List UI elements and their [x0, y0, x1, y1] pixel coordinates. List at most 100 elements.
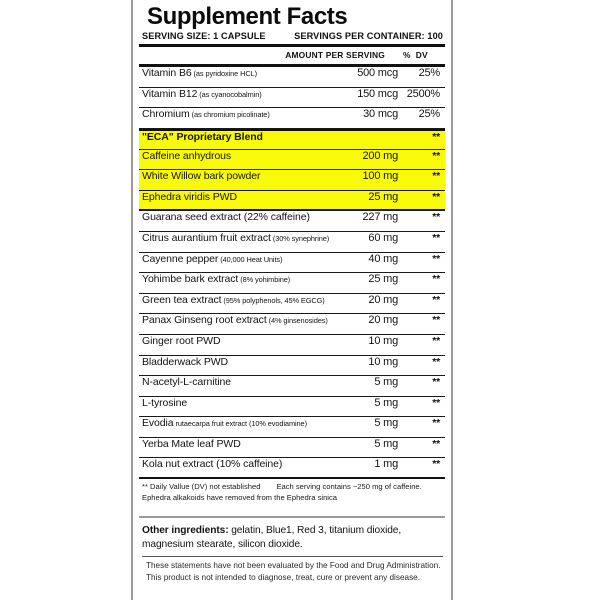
ingredient-name: Ephedra viridis PWD [142, 191, 334, 203]
footnote-line-2: Ephedra alkakoids have removed from the … [142, 492, 338, 502]
amount-per-serving-label: AMOUNT PER SERVING [285, 50, 385, 61]
footnote-line-1: ** Daily Vallue (DV) not established Each… [142, 482, 443, 493]
ingredient-daily-value: 25% [418, 108, 441, 121]
ingredient-amount: 1 mg [374, 458, 398, 471]
ingredient-daily-value: ** [432, 130, 440, 143]
ingredient-name-main: L-tyrosine [142, 396, 188, 409]
ingredient-name: Green tea extract (95% polyphenols, 45% … [142, 294, 334, 306]
ingredient-amount: 5 mg [374, 396, 398, 409]
table-row: N-acetyl-L-carnitine 5 mg ** [139, 376, 445, 397]
table-row: Yerba Mate leaf PWD 5 mg ** [139, 438, 445, 459]
ingredient-name: Vitamin B12 (as cyanocobalmin) [142, 88, 334, 100]
table-row: Chromium (as chromium picolinate) 30 mcg 2… [139, 108, 445, 129]
ingredient-name: White Willow bark powder [142, 170, 334, 182]
panel-spacer [139, 504, 445, 516]
ingredient-amount: 5 mg [374, 417, 398, 430]
ingredient-daily-value: 25% [418, 67, 441, 80]
table-row: Ephedra viridis PWD 25 mg ** [139, 190, 445, 212]
footnote-dv-note: ** Daily Vallue (DV) not established [142, 482, 261, 492]
ingredient-name: "ECA" Proprietary Blend [142, 131, 334, 143]
dv-percent-symbol: % [403, 50, 411, 61]
table-row: White Willow bark powder 100 mg ** [139, 170, 445, 191]
ingredient-name-main: Caffeine anhydrous [142, 149, 232, 162]
ingredient-name-main: Chromium [142, 108, 190, 121]
ingredient-amount: 150 mcg [357, 87, 398, 100]
servings-per-container-text: SERVINGS PER CONTAINER: 100 [294, 31, 443, 42]
table-row: Guarana seed extract (22% caffeine) 227 m… [139, 211, 445, 232]
ingredient-name-main: Green tea extract [142, 293, 222, 306]
ingredient-amount: 200 mg [362, 149, 399, 162]
ingredient-name-main: Cayenne pepper [142, 252, 219, 265]
ingredient-name-detail: (95% polyphenols, 45% EGCG) [221, 295, 325, 305]
ingredient-daily-value: ** [432, 252, 440, 265]
other-ingredients-list: gelatin, Blue1, Red 3, titanium dioxide,… [142, 524, 402, 551]
table-row: Citrus aurantium fruit extract (30% syne… [139, 232, 445, 253]
ingredient-name-main: "ECA" Proprietary Blend [142, 130, 263, 143]
ingredient-daily-value: ** [432, 417, 440, 430]
ingredient-name-detail: (as chromium picolinate) [189, 110, 270, 120]
dv-header: % DV [403, 50, 443, 60]
table-row: Yohimbe bark extract (8% yohimbine) 25 mg… [139, 273, 445, 294]
ingredient-amount: 20 mg [368, 293, 398, 306]
ingredient-name: Kola nut extract (10% caffeine) [142, 458, 334, 470]
ingredient-name-main: Panax Ginseng root extract [142, 314, 267, 327]
ingredient-amount: 60 mg [368, 231, 398, 244]
ingredient-amount: 100 mg [362, 170, 399, 183]
ingredient-name-detail: (8% yohimbine) [238, 275, 291, 285]
ingredient-daily-value: ** [432, 190, 440, 203]
amount-per-serving-header: AMOUNT PER SERVING % DV [139, 47, 445, 63]
ingredient-name: L-tyrosine [142, 397, 334, 409]
ingredient-name-main: Citrus aurantium fruit extract [142, 231, 271, 244]
ingredient-name-detail: rutaecarpa fruit extract (10% evodiamine… [173, 419, 307, 429]
ingredient-daily-value: ** [432, 149, 440, 162]
footnote-block: ** Daily Vallue (DV) not established Each… [139, 479, 445, 504]
ingredient-daily-value: ** [432, 231, 440, 244]
table-row: Panax Ginseng root extract (4% ginsenosi… [139, 314, 445, 335]
ingredient-daily-value: ** [432, 458, 440, 471]
table-row: Bladderwack PWD 10 mg ** [139, 356, 445, 377]
ingredient-name-main: Guarana seed extract (22% caffeine) [142, 211, 310, 224]
left-background-gutter [0, 0, 131, 600]
ingredient-daily-value: ** [432, 170, 440, 183]
table-row: Ginger root PWD 10 mg ** [139, 335, 445, 356]
ingredient-amount: 25 mg [368, 190, 398, 203]
ingredient-amount: 5 mg [374, 376, 398, 389]
panel-title: Supplement Facts [147, 3, 348, 30]
ingredient-name: Citrus aurantium fruit extract (30% syne… [142, 232, 334, 244]
ingredient-daily-value: ** [432, 314, 440, 327]
ingredient-amount: 10 mg [368, 355, 398, 368]
ingredient-rows: Vitamin B6 (as pyridoxine HCL) 500 mcg 25%… [139, 67, 445, 480]
ingredient-daily-value: 2500% [406, 87, 440, 100]
ingredient-name: Guarana seed extract (22% caffeine) [142, 211, 334, 223]
table-row: L-tyrosine 5 mg ** [139, 397, 445, 418]
ingredient-name-main: Ginger root PWD [142, 334, 221, 347]
ingredient-daily-value: ** [432, 334, 440, 347]
ingredient-name-detail: (as pyridoxine HCL) [191, 69, 258, 79]
ingredient-name-detail: (as cyanocobalmin) [197, 89, 262, 99]
ingredient-name-main: Yerba Mate leaf PWD [142, 437, 241, 450]
ingredient-daily-value: ** [432, 211, 440, 224]
footnote-caffeine-note: Each serving contains ~250 mg of caffein… [276, 482, 422, 492]
serving-info-row: SERVING SIZE: 1 CAPSULE SERVINGS PER CON… [139, 30, 445, 43]
ingredient-amount: 30 mcg [363, 108, 398, 121]
ingredient-name: Chromium (as chromium picolinate) [142, 108, 334, 120]
ingredient-amount: 20 mg [368, 314, 398, 327]
ingredient-name: Bladderwack PWD [142, 356, 334, 368]
right-background-gutter [453, 0, 600, 600]
ingredient-name-main: White Willow bark powder [142, 170, 261, 183]
table-row: Kola nut extract (10% caffeine) 1 mg ** [139, 458, 445, 480]
ingredient-name-main: Kola nut extract (10% caffeine) [142, 458, 283, 471]
ingredient-name-main: Evodia [142, 417, 174, 430]
table-row: Evodia rutaecarpa fruit extract (10% evo… [139, 417, 445, 438]
ingredient-name-main: Bladderwack PWD [142, 355, 229, 368]
ingredient-daily-value: ** [432, 376, 440, 389]
ingredient-name-main: Vitamin B12 [142, 87, 198, 100]
ingredient-daily-value: ** [432, 396, 440, 409]
ingredient-amount: 500 mcg [357, 67, 398, 80]
ingredient-name-detail: (30% synephrine) [270, 233, 330, 243]
table-row: Vitamin B6 (as pyridoxine HCL) 500 mcg 25% [139, 67, 445, 88]
ingredient-name-detail: (40,000 Heat Units) [218, 254, 283, 264]
table-row: Cayenne pepper (40,000 Heat Units) 40 mg *… [139, 253, 445, 274]
ingredient-daily-value: ** [432, 273, 440, 286]
